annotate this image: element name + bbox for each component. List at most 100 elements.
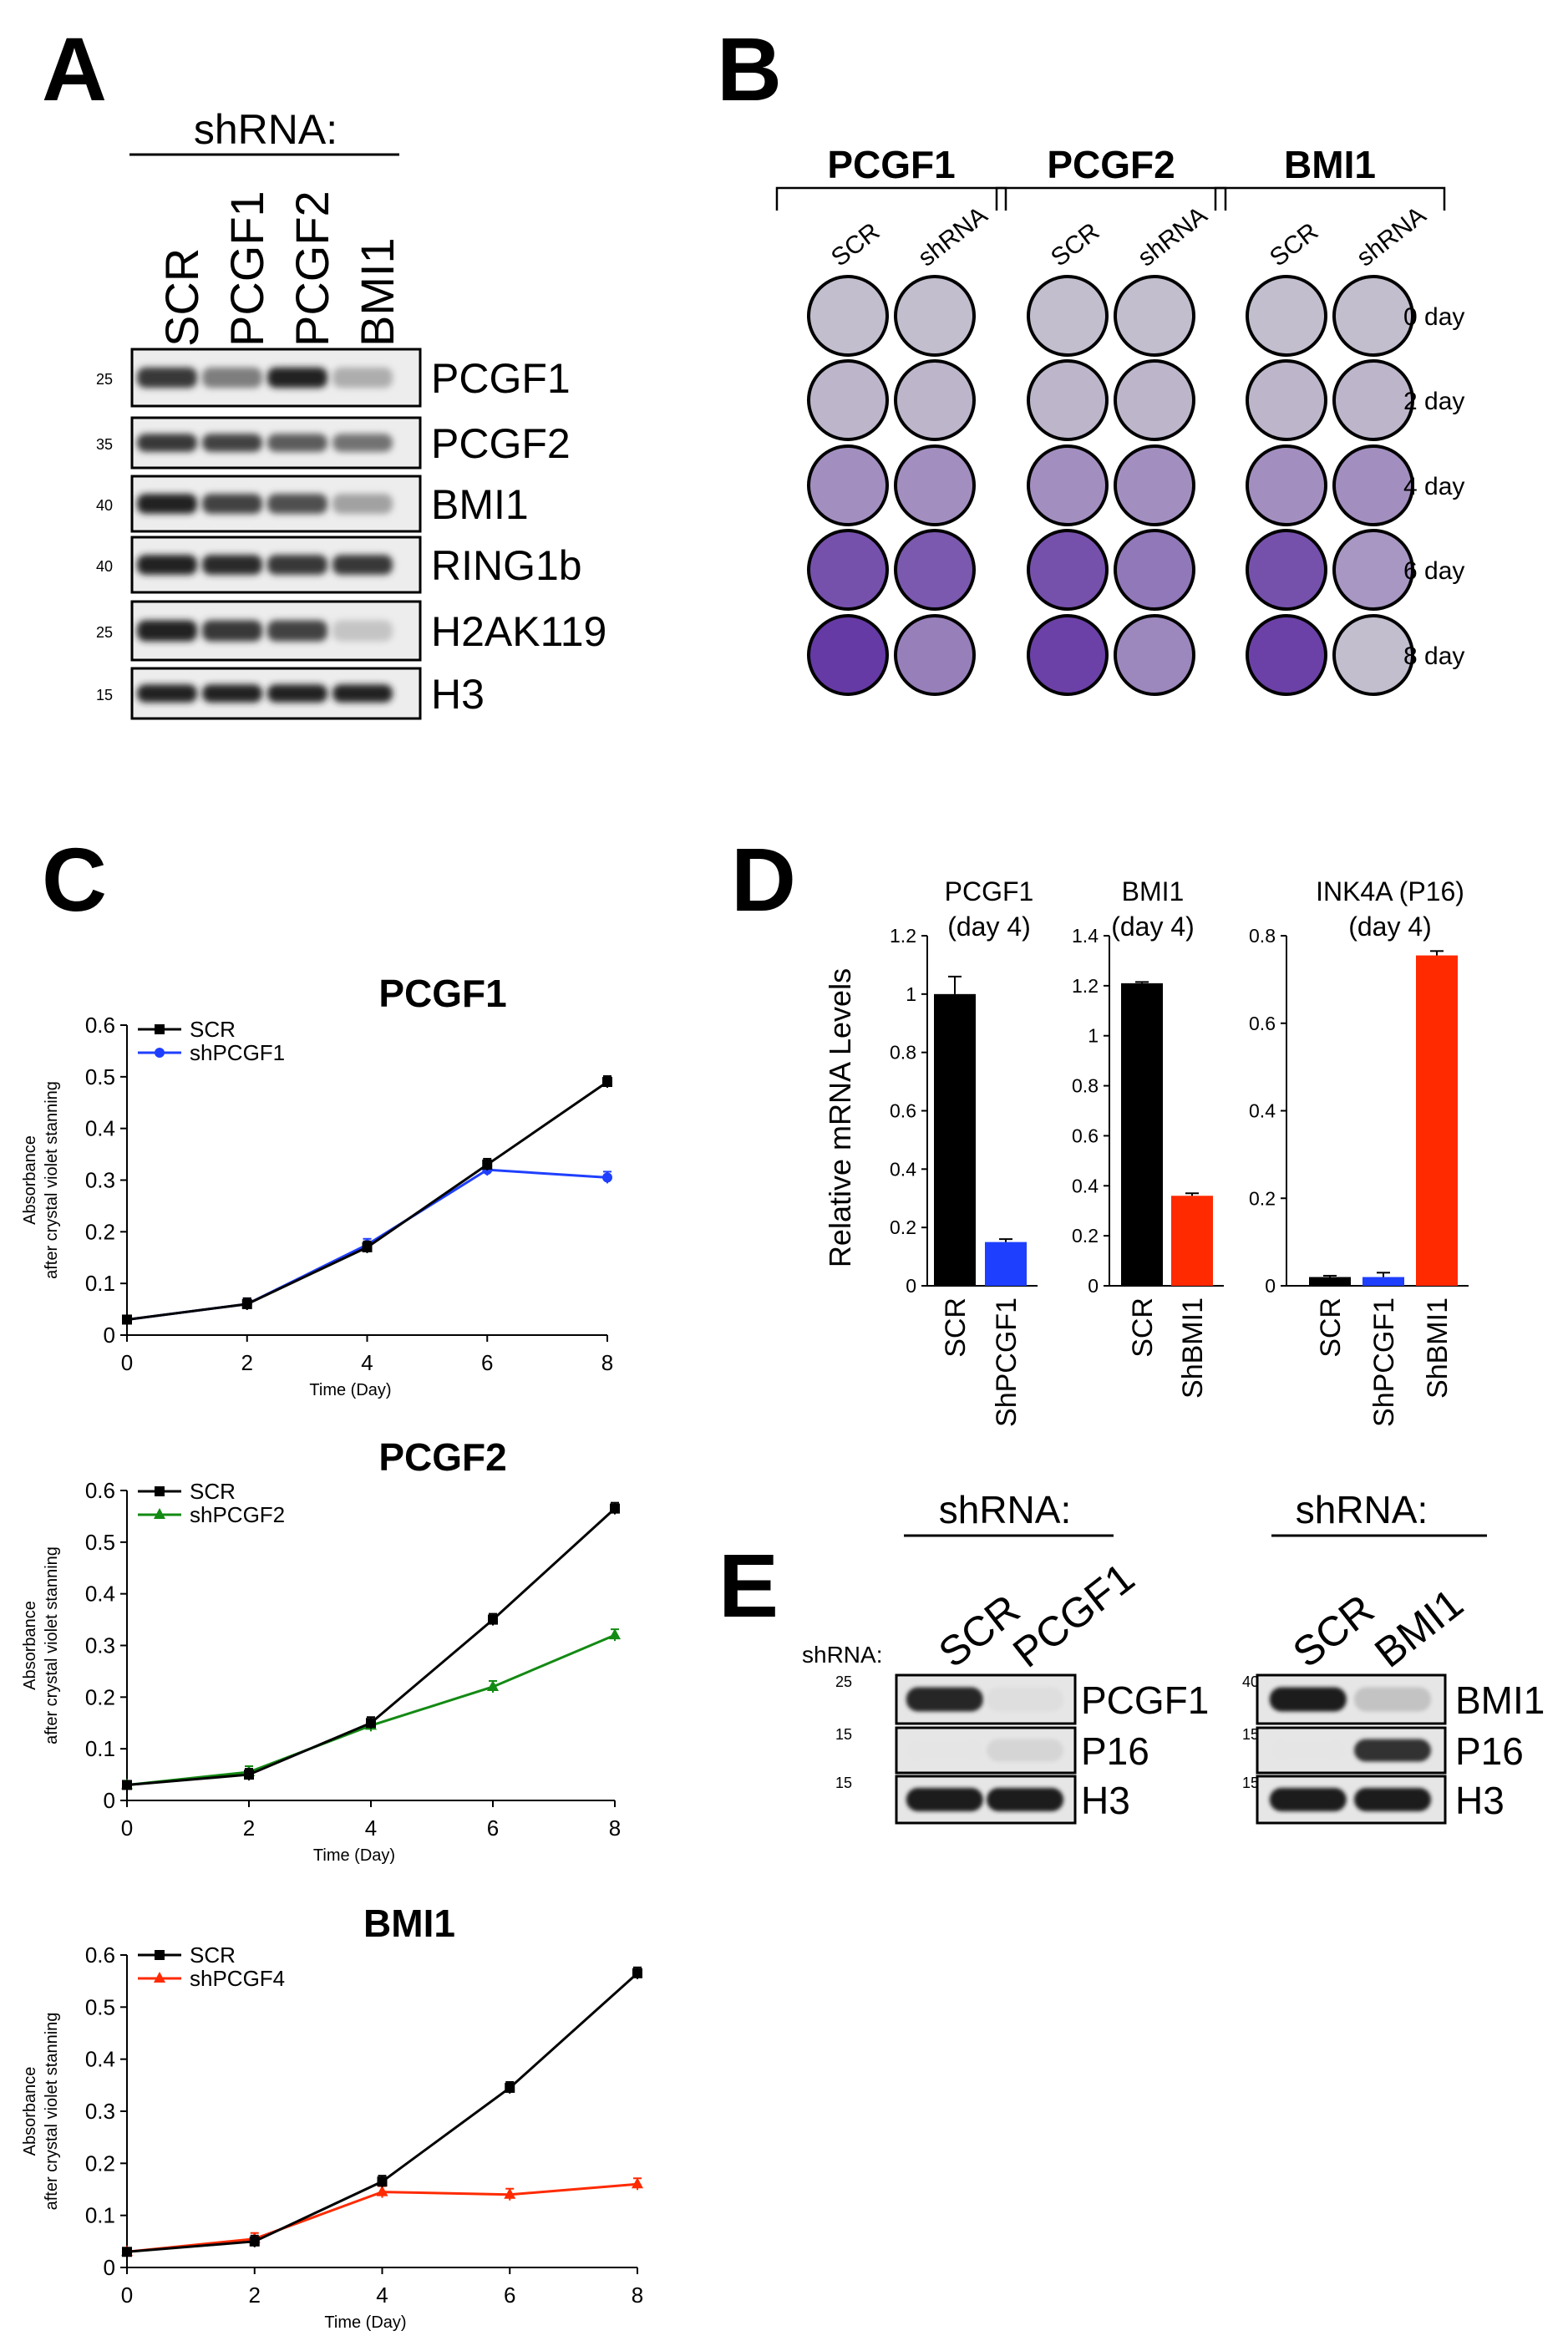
y-tick-label: 0.2 xyxy=(85,2151,115,2176)
data-point xyxy=(249,2236,260,2247)
y-tick-label: 0.4 xyxy=(890,1158,916,1180)
series-line xyxy=(126,1972,639,2253)
day-label: 0 day xyxy=(1403,303,1464,331)
culture-plate xyxy=(894,529,976,611)
blot-band xyxy=(1269,1739,1347,1762)
culture-plate xyxy=(1332,614,1414,696)
y-tick-label: 0.6 xyxy=(85,1013,115,1038)
panel-c: PCGF1 0 0.1 0.2 0.3 0.4 0.5 0.6 0 2 4 6 8 Time (Day) A… xyxy=(21,972,643,2332)
plate-column-label: SCR xyxy=(1265,218,1323,272)
data-point xyxy=(377,2176,388,2187)
y-tick-label: 0.4 xyxy=(85,1582,115,1607)
data-point xyxy=(366,1718,376,1729)
y-tick-label: 0 xyxy=(104,2255,115,2280)
plate-column-label: SCR xyxy=(826,218,885,272)
culture-plate xyxy=(894,359,976,441)
y-tick-label: 0.3 xyxy=(85,1168,115,1193)
blot-band xyxy=(202,684,262,703)
blot-band xyxy=(987,1739,1064,1762)
blot-band xyxy=(906,1739,983,1762)
legend-label: SCR xyxy=(190,1479,236,1504)
x-tick-label: 0 xyxy=(121,1815,133,1841)
x-tick-label: 4 xyxy=(365,1815,377,1841)
culture-plate xyxy=(1332,275,1414,357)
plate-group-title: BMI1 xyxy=(1284,143,1376,186)
y-tick-label: 0.2 xyxy=(890,1216,916,1238)
data-point xyxy=(610,1503,620,1514)
blot-band xyxy=(332,367,393,388)
growth-chart: BMI1 0 0.1 0.2 0.3 0.4 0.5 0.6 0 2 4 6 8 Time (Day) Ab… xyxy=(21,1902,643,2332)
panel-a-header: shRNA: xyxy=(194,106,337,153)
y-axis-label: Absorbance xyxy=(21,1601,39,1690)
y-tick-label: 0.2 xyxy=(1249,1187,1276,1209)
mw-marker-e: 25 xyxy=(835,1673,852,1690)
data-point xyxy=(609,1628,621,1640)
panel-d-ylabel: Relative mRNA Levels xyxy=(823,968,857,1267)
growth-chart: PCGF1 0 0.1 0.2 0.3 0.4 0.5 0.6 0 2 4 6 8 Time (Day) A… xyxy=(21,972,613,1399)
mw-marker-e: 15 xyxy=(1242,1775,1259,1791)
x-tick-label: 6 xyxy=(504,2283,515,2308)
lane-label-a-2: PCGF2 xyxy=(286,190,338,347)
blot-band xyxy=(332,684,393,703)
culture-plate xyxy=(1332,444,1414,526)
mw-marker-e: 15 xyxy=(1242,1726,1259,1743)
plate-group-bracket xyxy=(995,186,1227,211)
data-point xyxy=(122,1314,132,1325)
x-tick-label: 4 xyxy=(376,2283,388,2308)
legend-label: SCR xyxy=(190,1942,236,1968)
y-tick-label: 0 xyxy=(906,1275,916,1297)
x-tick-label: 2 xyxy=(243,1815,255,1841)
blot-band xyxy=(137,684,197,703)
blot-band xyxy=(137,367,197,388)
mrna-bar-chart: INK4A (P16) (day 4) 0 0.2 0.4 0.6 0.8 SCR ShPCGF… xyxy=(1249,876,1469,1427)
culture-plate xyxy=(1027,614,1109,696)
legend-marker xyxy=(155,1486,165,1496)
bar xyxy=(1362,1277,1404,1286)
category-label: ShPCGF1 xyxy=(1368,1297,1400,1427)
category-label: SCR xyxy=(940,1297,972,1358)
y-tick-label: 0.2 xyxy=(1072,1225,1099,1247)
bar xyxy=(1309,1277,1351,1286)
mw-marker-a: 15 xyxy=(96,687,113,703)
x-axis-label: Time (Day) xyxy=(324,2313,406,2332)
y-tick-label: 1 xyxy=(906,983,916,1005)
blot-band xyxy=(202,620,262,642)
series-line xyxy=(126,1507,617,1786)
blot-band xyxy=(1269,1788,1347,1811)
y-tick-label: 0.8 xyxy=(1072,1075,1099,1097)
blot-label-e: H3 xyxy=(1455,1779,1505,1822)
y-tick-label: 0.2 xyxy=(85,1684,115,1709)
y-tick-label: 1.2 xyxy=(890,925,916,947)
culture-plate xyxy=(807,614,889,696)
y-tick-label: 0.5 xyxy=(85,1064,115,1089)
blot-band xyxy=(987,1687,1064,1712)
data-point xyxy=(504,2187,516,2199)
x-tick-label: 8 xyxy=(601,1350,613,1375)
mw-marker-a: 40 xyxy=(96,497,113,514)
mw-marker-a: 25 xyxy=(96,371,113,388)
blot-label-a: PCGF2 xyxy=(431,420,571,467)
x-tick-label: 0 xyxy=(121,2283,133,2308)
y-tick-label: 1.4 xyxy=(1072,925,1099,947)
lane-label-e: SCR xyxy=(1284,1586,1383,1677)
legend-marker xyxy=(155,1024,165,1034)
y-axis-label: Absorbance xyxy=(21,2067,39,2156)
x-axis-label: Time (Day) xyxy=(309,1381,391,1399)
culture-plate xyxy=(1114,275,1195,357)
culture-plate xyxy=(1246,614,1327,696)
blot-label-e: P16 xyxy=(1455,1729,1524,1773)
growth-chart: PCGF2 0 0.1 0.2 0.3 0.4 0.5 0.6 0 2 4 6 8 Time (Day) A… xyxy=(21,1435,621,1865)
panel-e-header: shRNA: xyxy=(1296,1488,1428,1531)
lane-label-a-0: SCR xyxy=(155,248,208,347)
y-tick-label: 0 xyxy=(1265,1275,1276,1297)
culture-plate xyxy=(1246,529,1327,611)
blot-band xyxy=(332,555,393,575)
data-point xyxy=(241,1298,252,1309)
blot-label-e: PCGF1 xyxy=(1081,1678,1209,1722)
chart-subtitle: (day 4) xyxy=(1111,912,1195,942)
blot-band xyxy=(267,684,327,703)
plate-group-bracket xyxy=(1214,186,1446,211)
y-tick-label: 0 xyxy=(104,1788,115,1813)
data-point xyxy=(505,2082,515,2093)
